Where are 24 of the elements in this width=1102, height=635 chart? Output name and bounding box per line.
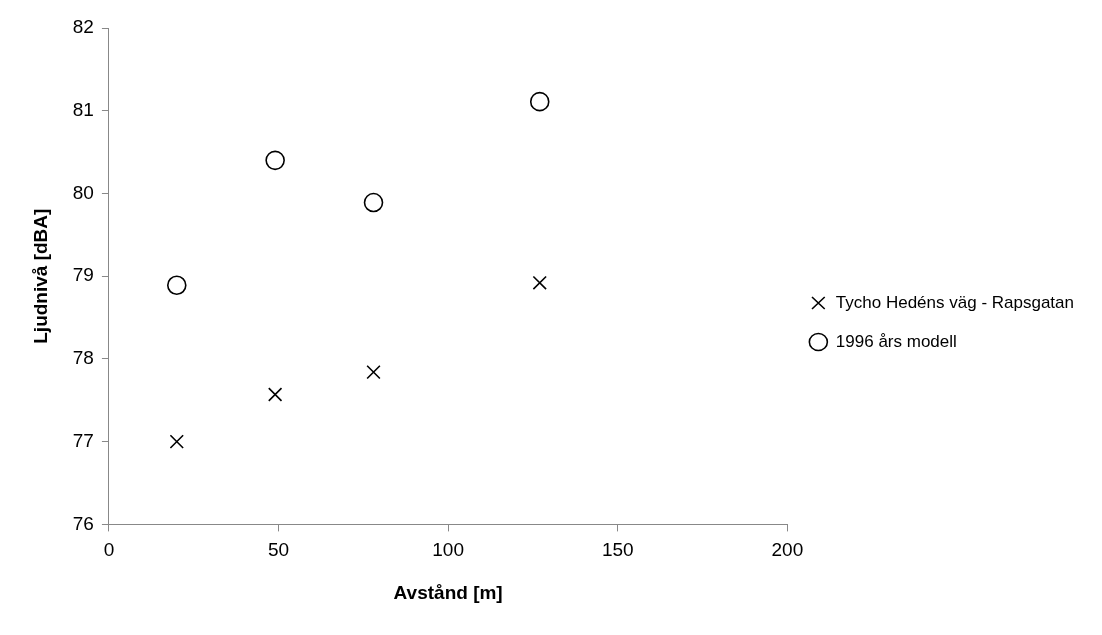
y-tick-label: 76 (72, 512, 94, 534)
x-axis-title: Avstånd [m] (393, 581, 503, 603)
x-tick-label: 150 (601, 539, 634, 561)
y-tick-label: 80 (72, 181, 94, 203)
y-tick-label: 82 (72, 16, 94, 38)
legend-label: Tycho Hedéns väg - Rapsgatan (835, 292, 1075, 312)
y-tick-label: 77 (72, 429, 94, 451)
y-tick-label: 79 (72, 264, 94, 286)
x-tick-label: 0 (103, 539, 115, 561)
point (265, 150, 285, 171)
y-axis-title: Ljudnivå [dBA] (29, 208, 51, 344)
legend-label: 1996 års modell (835, 331, 957, 351)
point (529, 91, 550, 112)
x-tick-label: 50 (267, 539, 290, 561)
point (169, 434, 184, 449)
y-tick-label: 81 (72, 98, 94, 120)
x-tick-label: 100 (432, 539, 464, 561)
point (363, 192, 384, 213)
point (166, 275, 187, 296)
x-tick-label: 200 (771, 539, 804, 561)
point (366, 365, 381, 380)
y-tick-label: 78 (72, 347, 94, 369)
point (532, 275, 547, 290)
point (267, 387, 283, 402)
